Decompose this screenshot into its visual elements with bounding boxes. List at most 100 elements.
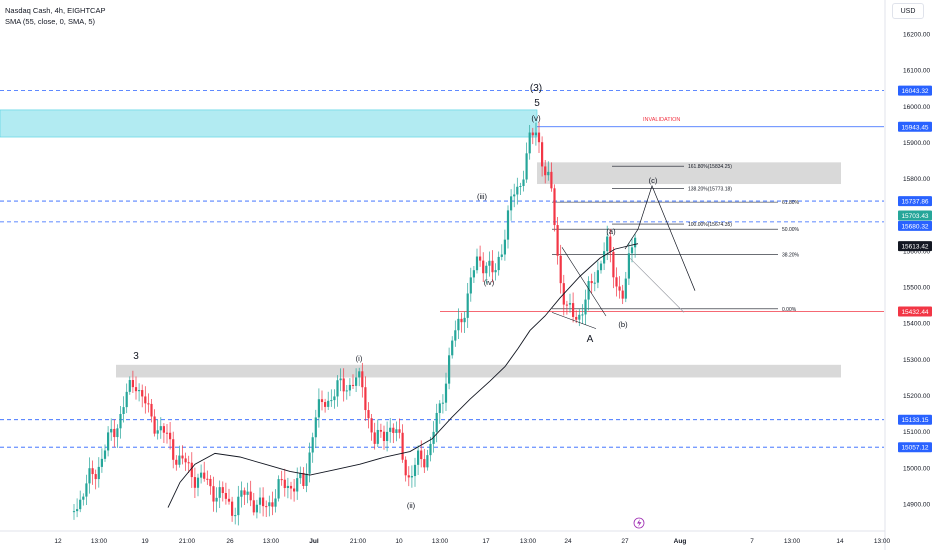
- candle-body: [246, 491, 249, 495]
- candle-body: [463, 317, 466, 323]
- candle-body: [615, 277, 618, 287]
- wave-label: 3: [133, 351, 139, 362]
- price-badge: [898, 85, 932, 96]
- candle-body: [293, 488, 296, 492]
- x-tick-label: 13:00: [784, 538, 801, 545]
- wave-label: A: [587, 334, 594, 345]
- candle-body: [218, 487, 221, 498]
- candle-body: [317, 399, 320, 418]
- candle-body: [485, 265, 488, 274]
- candle-body: [537, 132, 541, 143]
- wedge-line: [561, 247, 607, 317]
- candle-body: [351, 384, 355, 386]
- candle-body: [466, 293, 469, 318]
- candle-body: [435, 412, 438, 432]
- indicator-label[interactable]: SMA (55, close, 0, SMA, 5): [5, 17, 96, 26]
- candle-body: [544, 166, 547, 176]
- candle-body: [150, 403, 153, 417]
- candle-body: [215, 497, 218, 502]
- candle-body: [469, 277, 472, 294]
- candle-body: [162, 426, 165, 433]
- y-tick-label: 15500.00: [903, 285, 930, 292]
- price-badge-label: 15057.12: [901, 445, 928, 452]
- candle-body: [144, 396, 147, 404]
- candle-body: [621, 290, 624, 299]
- currency-button[interactable]: USD: [892, 3, 924, 19]
- fib-retracement-label: 0.00%: [782, 307, 797, 313]
- wave-label: (iii): [477, 192, 487, 201]
- candle-body: [627, 253, 630, 279]
- price-badge: [898, 442, 932, 453]
- candle-body: [534, 132, 537, 136]
- candle-body: [479, 256, 482, 261]
- candle-body: [268, 502, 271, 507]
- candle-body: [187, 462, 190, 464]
- candle-body: [500, 254, 503, 257]
- candle-body: [116, 428, 119, 438]
- candle-body: [376, 429, 379, 444]
- price-badge: [898, 306, 932, 317]
- candle-body: [578, 314, 581, 320]
- candle-body: [122, 407, 125, 415]
- x-tick-label: 12: [54, 538, 62, 545]
- x-tick-label: 19: [141, 538, 149, 545]
- candle-body: [519, 186, 522, 188]
- candle-body: [596, 270, 599, 283]
- wave-label: (iv): [484, 278, 495, 287]
- candle-body: [97, 466, 100, 480]
- y-tick-label: 15200.00: [903, 393, 930, 400]
- candle-body: [547, 171, 550, 176]
- support-zone: [116, 364, 841, 378]
- candle-body: [131, 380, 134, 388]
- candle-body: [624, 278, 627, 299]
- x-tick-label: 21:00: [179, 538, 196, 545]
- candle-body: [497, 256, 500, 271]
- candle-body: [426, 455, 429, 468]
- x-tick-label: 10: [395, 538, 403, 545]
- candle-body: [373, 432, 376, 444]
- invalidation-label: INVALIDATION: [643, 117, 680, 123]
- candle-body: [630, 247, 634, 254]
- candle-body: [165, 432, 169, 434]
- x-tick-label: 14: [836, 538, 844, 545]
- candle-body: [491, 260, 494, 273]
- candle-body: [314, 417, 317, 438]
- candle-body: [448, 355, 451, 384]
- candle-body: [311, 437, 314, 453]
- candle-body: [156, 430, 159, 434]
- projection-faint-line: [629, 257, 685, 313]
- price-badge-label: 15133.15: [901, 417, 928, 424]
- candle-body: [289, 485, 293, 489]
- candle-body: [327, 400, 330, 407]
- candle-body: [231, 501, 234, 516]
- candle-body: [274, 498, 277, 507]
- candle-body: [119, 414, 122, 429]
- candle-body: [262, 497, 265, 507]
- candle-body: [510, 196, 513, 211]
- candle-body: [224, 493, 227, 499]
- candle-body: [513, 194, 516, 197]
- y-tick-label: 15000.00: [903, 465, 930, 472]
- candle-body: [587, 281, 590, 300]
- candle-body: [364, 387, 367, 411]
- candle-body: [494, 270, 497, 273]
- candle-body: [460, 318, 463, 323]
- candle-body: [330, 400, 333, 402]
- candle-body: [138, 390, 141, 392]
- symbol-title[interactable]: Nasdaq Cash, 4h, EIGHTCAP: [5, 6, 106, 15]
- candle-body: [432, 431, 435, 444]
- x-tick-label: 21:00: [350, 538, 367, 545]
- candle-body: [141, 390, 144, 397]
- candle-body: [606, 236, 609, 252]
- candle-body: [482, 260, 485, 274]
- candle-body: [531, 132, 534, 136]
- candle-body: [169, 432, 172, 440]
- sma-line: [167, 243, 639, 508]
- candle-body: [618, 286, 621, 291]
- candle-body: [203, 472, 206, 479]
- fib-extension-label: 138.20%(15773.18): [688, 186, 732, 192]
- candle-body: [255, 504, 258, 513]
- candle-body: [252, 500, 255, 513]
- candle-body: [200, 472, 203, 478]
